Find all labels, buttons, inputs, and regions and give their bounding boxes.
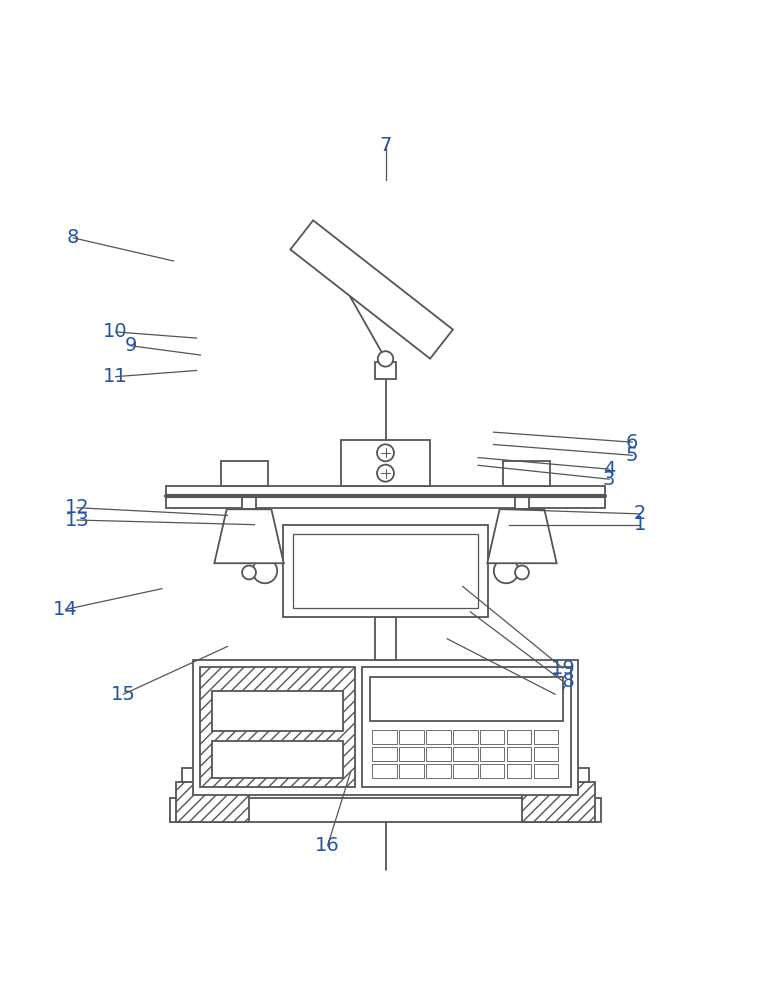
Bar	[200, 667, 355, 787]
Bar	[522, 782, 595, 822]
Text: 3: 3	[603, 470, 615, 489]
Bar	[212, 741, 343, 778]
Bar	[166, 486, 605, 508]
Text: 2: 2	[634, 504, 646, 523]
Text: 11: 11	[103, 367, 128, 386]
Text: 10: 10	[103, 322, 128, 341]
Bar	[399, 747, 424, 761]
Text: 18: 18	[550, 672, 575, 691]
Text: 16: 16	[315, 836, 340, 855]
Circle shape	[242, 566, 256, 579]
Bar	[426, 764, 451, 778]
Bar	[515, 495, 529, 509]
Circle shape	[252, 559, 277, 583]
Text: 6: 6	[626, 433, 638, 452]
Text: 1: 1	[634, 515, 646, 534]
Text: 14: 14	[53, 600, 78, 619]
Bar	[176, 782, 249, 822]
Text: 7: 7	[379, 136, 392, 155]
Polygon shape	[214, 509, 284, 563]
Bar	[292, 534, 478, 608]
Bar	[341, 440, 430, 486]
Bar	[372, 730, 397, 744]
Bar	[375, 617, 396, 660]
Bar	[170, 798, 601, 822]
Bar	[534, 764, 558, 778]
Bar	[221, 461, 268, 486]
Bar	[426, 747, 451, 761]
Polygon shape	[291, 220, 453, 359]
Bar	[480, 747, 504, 761]
Text: 9: 9	[125, 336, 137, 355]
Text: 13: 13	[65, 511, 89, 530]
Text: 17: 17	[543, 685, 567, 704]
Bar	[242, 495, 256, 509]
Text: 5: 5	[626, 446, 638, 465]
Bar	[426, 730, 451, 744]
Bar	[399, 764, 424, 778]
Circle shape	[377, 465, 394, 482]
Bar	[528, 768, 589, 782]
Bar	[480, 764, 504, 778]
Bar	[212, 691, 343, 731]
Bar	[182, 768, 243, 782]
Bar	[480, 730, 504, 744]
Text: 12: 12	[65, 498, 89, 517]
Text: 15: 15	[111, 685, 136, 704]
Bar	[362, 667, 571, 787]
Bar	[375, 362, 396, 379]
Circle shape	[494, 559, 519, 583]
Circle shape	[515, 566, 529, 579]
Circle shape	[378, 351, 393, 367]
Bar	[507, 730, 531, 744]
Bar	[399, 730, 424, 744]
Bar	[193, 660, 578, 795]
Bar	[370, 677, 563, 721]
Text: 8: 8	[67, 228, 79, 247]
Bar	[372, 747, 397, 761]
Bar	[503, 461, 550, 486]
Text: 4: 4	[603, 460, 615, 479]
Bar	[534, 747, 558, 761]
Bar	[453, 764, 477, 778]
Bar	[283, 525, 488, 617]
Text: 19: 19	[550, 659, 575, 678]
Bar	[372, 764, 397, 778]
Bar	[453, 747, 477, 761]
Bar	[507, 747, 531, 761]
Bar	[507, 764, 531, 778]
Circle shape	[377, 444, 394, 461]
Polygon shape	[487, 509, 557, 563]
Bar	[453, 730, 477, 744]
Bar	[534, 730, 558, 744]
